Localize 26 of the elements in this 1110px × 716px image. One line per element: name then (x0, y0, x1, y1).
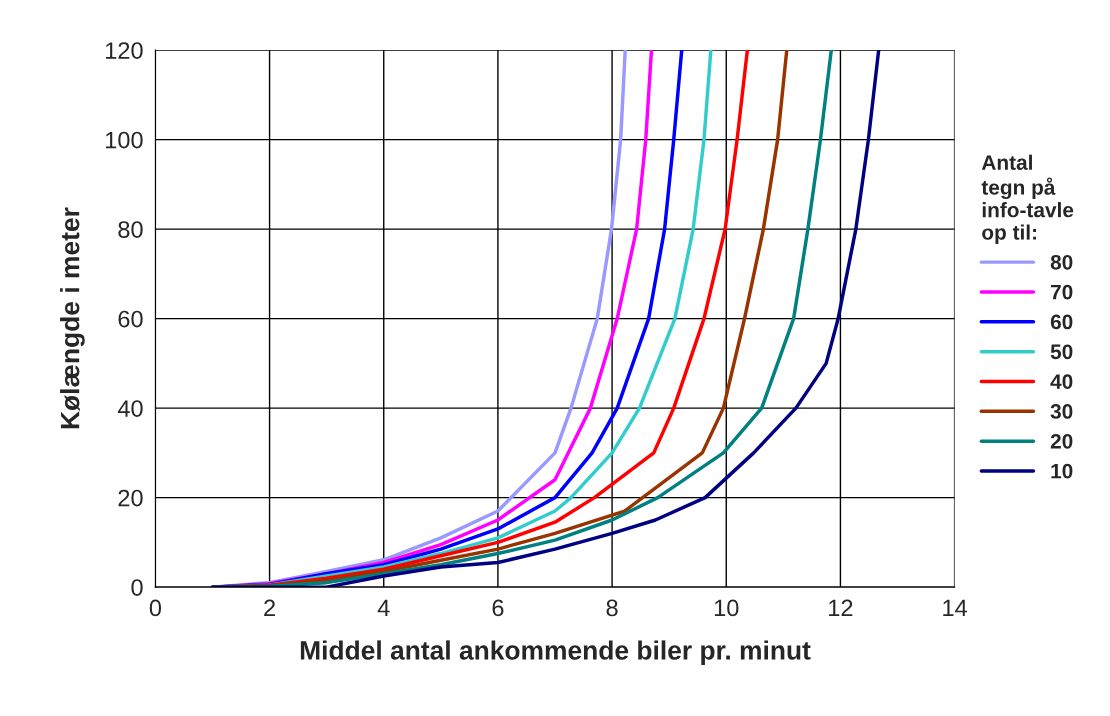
legend-label: 30 (1050, 404, 1073, 419)
x-tick-label: 12 (829, 599, 853, 617)
y-tick-label: 40 (117, 400, 143, 417)
x-tick-label: 8 (606, 599, 618, 617)
x-tick-label: 10 (714, 599, 739, 617)
x-tick-label: 0 (149, 599, 162, 617)
y-tick-label: 120 (106, 42, 143, 59)
legend-label: 40 (1050, 374, 1073, 389)
y-tick-label: 20 (118, 489, 143, 507)
x-axis-title: Middel antal ankommende biler pr. minut (300, 640, 811, 665)
x-tick-label: 6 (492, 599, 504, 617)
x-tick-label: 4 (377, 599, 390, 617)
legend-label: 20 (1050, 433, 1073, 449)
legend-label: 70 (1050, 284, 1073, 300)
legend-label: 10 (1051, 463, 1073, 479)
y-tick-label: 100 (106, 131, 143, 149)
legend-title: Antal tegn på info-tavle op til: (981, 154, 1074, 244)
y-tick-label: 80 (118, 221, 143, 238)
x-tick-label: 2 (264, 599, 275, 617)
legend-label: 50 (1050, 344, 1073, 360)
legend-label: 60 (1050, 314, 1073, 330)
y-tick-label: 0 (131, 579, 143, 596)
y-axis-title: Kølængde i meter (60, 207, 85, 429)
legend-label: 80 (1050, 254, 1073, 270)
y-tick-label: 60 (118, 310, 143, 328)
x-tick-label: 14 (943, 599, 968, 617)
